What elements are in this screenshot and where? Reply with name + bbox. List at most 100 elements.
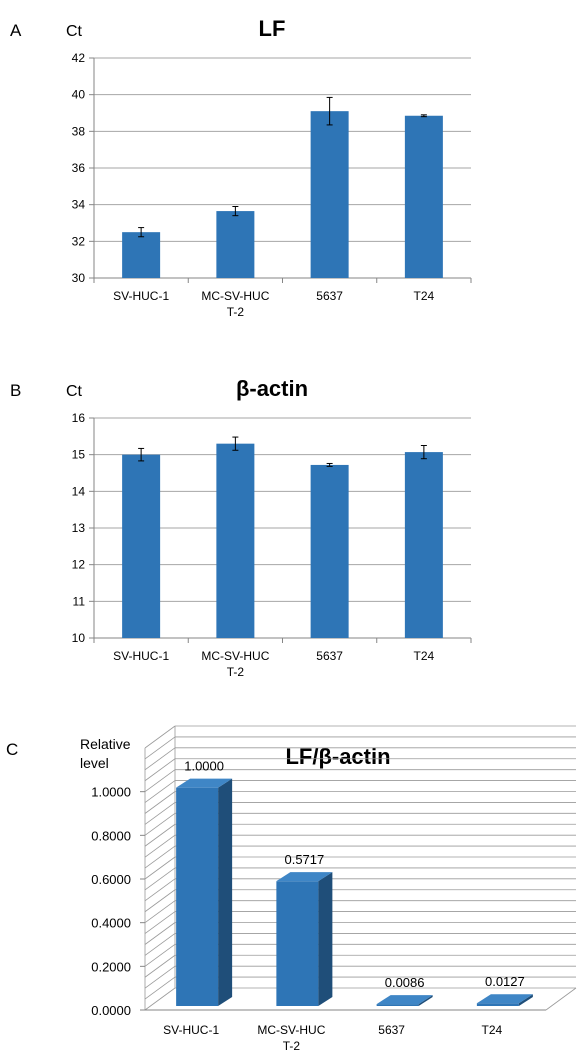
gridline-side	[144, 791, 176, 814]
gridline-side	[144, 747, 176, 771]
data-label: 0.0127	[485, 974, 525, 989]
y-unit-label: level	[80, 755, 109, 771]
x-category-label: T-2	[227, 665, 245, 679]
chart-beta-actin: B Ct β-actin 10 11 12 13 14 15 16 SV-HUC-1 MC-SV-HU…	[10, 376, 472, 679]
x-category-label: T24	[482, 1023, 503, 1037]
y-tick-label: 10	[72, 631, 86, 645]
gridline-side	[144, 845, 176, 869]
x-category-label: T-2	[227, 305, 245, 319]
data-label: 1.0000	[184, 759, 224, 774]
gridline-side	[144, 976, 176, 1000]
bar-top	[276, 872, 333, 882]
x-category-label: SV-HUC-1	[113, 649, 169, 663]
gridline-side	[144, 911, 176, 934]
chart-title: LF	[259, 16, 286, 41]
y-tick-label: 15	[72, 448, 86, 462]
y-tick-label: 0.4000	[91, 916, 131, 931]
y-unit-label: Ct	[66, 383, 83, 400]
x-category-label: T24	[414, 649, 435, 663]
panel-b: B Ct β-actin 10 11 12 13 14 15 16 SV-HUC-1 MC-SV-HU…	[0, 360, 585, 690]
gridline-side	[144, 813, 176, 836]
y-tick-label: 42	[72, 51, 86, 65]
bar	[122, 232, 161, 278]
data-label: 0.0086	[385, 975, 425, 990]
x-category-label: SV-HUC-1	[113, 289, 169, 303]
bar-side	[318, 872, 333, 1006]
gridline-side	[144, 758, 176, 782]
gridline-side	[144, 965, 176, 989]
y-unit-label: Relative	[80, 736, 131, 752]
x-category-label: 5637	[316, 289, 343, 303]
gridline-side	[144, 889, 176, 913]
y-tick-label: 30	[72, 271, 86, 285]
bar-side	[218, 778, 233, 1006]
y-tick-label: 0.0000	[91, 1003, 131, 1018]
chart-title: β-actin	[236, 376, 308, 401]
gridline-side	[144, 954, 176, 978]
y-tick-label: 1.0000	[91, 785, 131, 800]
panel-c: C Relative level LF/β-actin 0.0000 0.2000 0.40…	[0, 725, 585, 1054]
y-tick-label: 32	[72, 234, 86, 248]
bar	[276, 881, 319, 1006]
y-unit-label: Ct	[66, 23, 83, 40]
y-tick-label: 36	[72, 161, 86, 175]
bar	[216, 211, 255, 278]
bar	[310, 111, 349, 279]
bar	[476, 1003, 519, 1006]
data-label: 0.5717	[284, 852, 324, 867]
panel-a: A Ct LF 30 32 34 36 38 40 42 SV-HUC-1 MC-SV-HUC T-2 5…	[0, 0, 585, 330]
x-category-label: 5637	[378, 1023, 405, 1037]
x-category-label: SV-HUC-1	[163, 1023, 219, 1037]
y-tick-label: 0.2000	[91, 959, 131, 974]
y-tick-label: 0.8000	[91, 828, 131, 843]
gridline-side	[144, 769, 176, 792]
bar-top	[476, 994, 533, 1004]
x-category-label: MC-SV-HUC	[257, 1023, 325, 1037]
gridline-side	[144, 878, 176, 902]
y-tick-label: 13	[72, 521, 86, 535]
panel-letter: C	[6, 740, 18, 759]
bar-top	[176, 778, 233, 788]
x-category-label: T-2	[283, 1039, 301, 1053]
panel-letter: B	[10, 381, 21, 400]
gridline-side	[144, 900, 176, 923]
y-tick-label: 11	[73, 594, 86, 608]
gridline-side	[144, 736, 176, 760]
gridline-side	[144, 944, 176, 967]
y-tick-label: 40	[72, 88, 86, 102]
bar-top	[376, 995, 433, 1005]
y-tick-label: 38	[72, 124, 86, 138]
gridline-side	[144, 780, 176, 803]
gridline-side	[144, 987, 176, 1011]
bar	[122, 454, 161, 638]
panel-letter: A	[10, 21, 22, 40]
gridline-side	[144, 834, 176, 858]
gridline-side	[144, 933, 176, 956]
bar-side	[518, 994, 533, 1006]
gridline-side	[144, 867, 176, 891]
y-tick-label: 12	[72, 558, 86, 572]
gridline-side	[144, 802, 176, 825]
bar-side	[418, 995, 433, 1006]
x-category-label: MC-SV-HUC	[201, 289, 269, 303]
y-tick-label: 16	[72, 411, 86, 425]
bar	[216, 443, 255, 638]
bar	[376, 1004, 419, 1006]
gridline-side	[144, 922, 176, 945]
gridline-side	[144, 856, 176, 880]
y-tick-label: 14	[72, 484, 86, 498]
bar	[176, 787, 219, 1006]
bar	[404, 452, 443, 638]
x-category-label: MC-SV-HUC	[201, 649, 269, 663]
y-tick-label: 0.6000	[91, 872, 131, 887]
bar	[404, 115, 443, 278]
gridline-side	[144, 725, 176, 749]
floor-right-edge	[545, 987, 577, 1011]
gridline-side	[144, 823, 176, 847]
y-tick-label: 34	[72, 198, 86, 212]
bar	[310, 464, 349, 638]
x-category-label: T24	[414, 289, 435, 303]
x-category-label: 5637	[316, 649, 343, 663]
chart-lf: A Ct LF 30 32 34 36 38 40 42 SV-HUC-1 MC-SV-HUC T-2 5…	[10, 16, 472, 319]
